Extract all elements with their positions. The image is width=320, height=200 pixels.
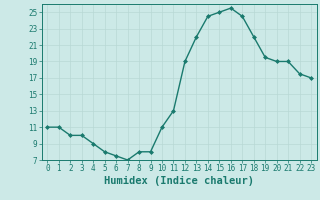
X-axis label: Humidex (Indice chaleur): Humidex (Indice chaleur) xyxy=(104,176,254,186)
